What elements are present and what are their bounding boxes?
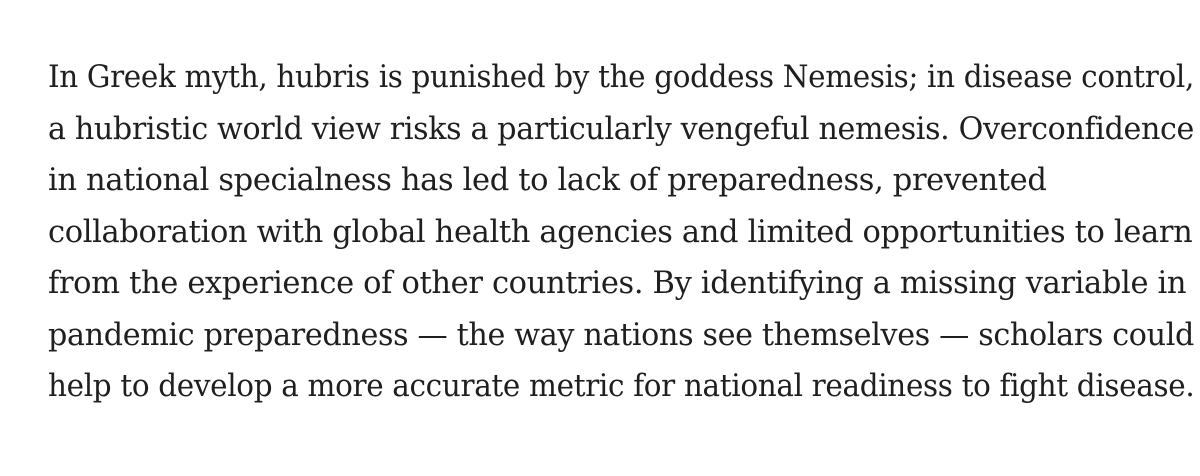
paragraph-line: in national specialness has led to lack …	[48, 163, 1047, 198]
paragraph-line: collaboration with global health agencie…	[48, 214, 1193, 250]
paragraph-line: a hubristic world view risks a particula…	[48, 111, 1195, 147]
paragraph-line: In Greek myth, hubris is punished by the…	[48, 60, 1194, 95]
paragraph-line: from the experience of other countries. …	[48, 266, 1187, 301]
article-paragraph: In Greek myth, hubris is punished by the…	[48, 52, 1200, 413]
paragraph-line: pandemic preparedness — the way nations …	[48, 317, 1195, 353]
paragraph-line: help to develop a more accurate metric f…	[48, 369, 1195, 404]
